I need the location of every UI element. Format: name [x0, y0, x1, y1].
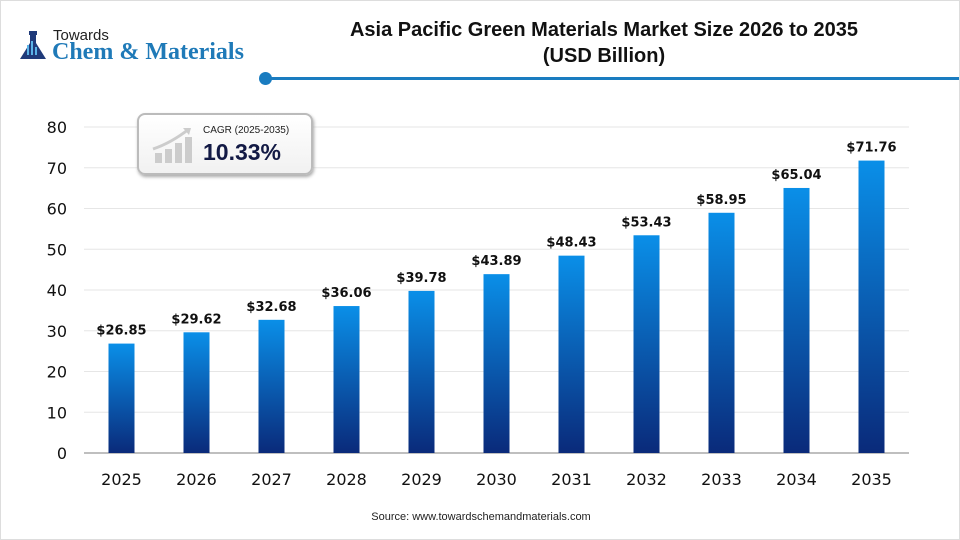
bar-2031 — [558, 255, 585, 453]
x-tick-label: 2035 — [851, 470, 892, 489]
data-label: $26.85 — [96, 324, 146, 339]
rule-dot — [259, 72, 272, 85]
bar-2034 — [783, 187, 810, 453]
bar-2033 — [708, 212, 735, 453]
brand-line1: Towards — [53, 27, 109, 44]
data-label: $58.95 — [696, 193, 746, 208]
title-rule — [266, 77, 959, 80]
y-tick-label: 40 — [47, 281, 67, 300]
bar-2025 — [108, 343, 135, 453]
bar-2032 — [633, 235, 660, 453]
bar-2029 — [408, 290, 435, 453]
source-note: Source: www.towardschemandmaterials.com — [371, 511, 591, 523]
data-label: $39.78 — [396, 271, 446, 286]
y-tick-label: 30 — [47, 322, 67, 341]
x-tick-label: 2032 — [626, 470, 667, 489]
x-tick-label: 2025 — [101, 470, 142, 489]
x-tick-label: 2033 — [701, 470, 742, 489]
x-tick-label: 2031 — [551, 470, 592, 489]
x-tick-label: 2026 — [176, 470, 217, 489]
cagr-value: 10.33% — [203, 139, 282, 165]
data-label: $48.43 — [546, 236, 596, 251]
y-tick-label: 10 — [47, 403, 67, 422]
x-tick-label: 2029 — [401, 470, 442, 489]
flask-icon — [20, 31, 46, 59]
y-tick-label: 60 — [47, 200, 67, 219]
y-tick-label: 80 — [47, 118, 67, 137]
x-tick-label: 2028 — [326, 470, 367, 489]
data-label: $29.62 — [171, 312, 221, 327]
x-tick-label: 2034 — [776, 470, 817, 489]
x-tick-label: 2030 — [476, 470, 517, 489]
y-tick-label: 50 — [47, 240, 67, 259]
y-tick-label: 70 — [47, 159, 67, 178]
growth-chart-icon — [152, 127, 192, 163]
subtitle-line: (USD Billion) — [542, 45, 666, 67]
bar-2030 — [483, 274, 510, 453]
bar-2028 — [333, 306, 360, 453]
data-label: $53.43 — [621, 215, 671, 230]
cagr-label: CAGR (2025-2035) — [203, 125, 290, 136]
data-label: $36.06 — [321, 286, 371, 301]
chart-title: Asia Pacific Green Materials Market Size… — [301, 17, 907, 69]
title-line: Asia Pacific Green Materials Market Size… — [349, 19, 859, 41]
data-label: $32.68 — [246, 300, 296, 315]
data-label: $43.89 — [471, 254, 521, 269]
cagr-box: CAGR (2025-2035) 10.33% — [137, 113, 313, 175]
bar-2026 — [183, 332, 210, 453]
data-label: $71.76 — [846, 141, 896, 156]
y-tick-label: 0 — [57, 444, 67, 463]
bar-2027 — [258, 319, 285, 453]
y-tick-label: 20 — [47, 363, 67, 382]
x-tick-label: 2027 — [251, 470, 292, 489]
data-label: $65.04 — [771, 168, 821, 183]
bar-2035 — [858, 160, 885, 453]
brand-line2: Chem & Materials — [52, 39, 244, 65]
